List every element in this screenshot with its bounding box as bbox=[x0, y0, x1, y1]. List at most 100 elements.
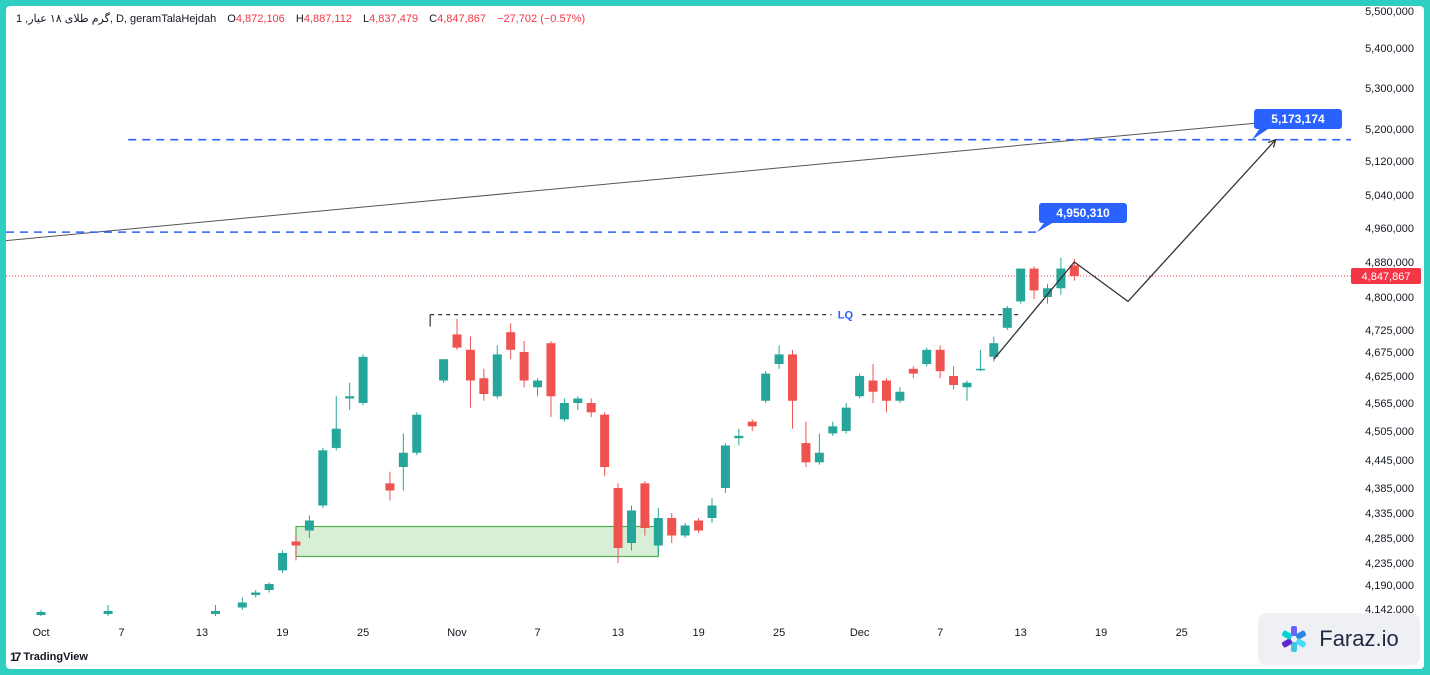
x-tick-label: 19 bbox=[1095, 627, 1107, 639]
candle-body-down[interactable] bbox=[546, 343, 556, 397]
candle-body-down[interactable] bbox=[949, 376, 959, 385]
candle-body-down[interactable] bbox=[935, 349, 945, 372]
y-tick-label: 4,725,000 bbox=[1365, 325, 1414, 337]
callout-lower-pointer bbox=[1037, 219, 1059, 233]
y-tick-label: 4,800,000 bbox=[1365, 292, 1414, 304]
candle-body-up[interactable] bbox=[251, 592, 261, 596]
candle-body-up[interactable] bbox=[734, 435, 744, 439]
candle-body-up[interactable] bbox=[36, 612, 46, 615]
y-tick-label: 4,335,000 bbox=[1365, 508, 1414, 520]
current-price-tag bbox=[1351, 268, 1421, 285]
x-tick-label: 7 bbox=[937, 627, 943, 639]
candle-body-up[interactable] bbox=[573, 398, 583, 404]
candle-body-up[interactable] bbox=[264, 584, 274, 590]
candle-body-down[interactable] bbox=[465, 349, 475, 381]
y-tick-label: 5,120,000 bbox=[1365, 156, 1414, 168]
candle-body-up[interactable] bbox=[774, 354, 784, 364]
candle-body-up[interactable] bbox=[210, 611, 220, 614]
x-tick-label: 7 bbox=[118, 627, 124, 639]
candle-body-up[interactable] bbox=[922, 349, 932, 364]
candle-body-down[interactable] bbox=[747, 421, 757, 427]
candle-body-up[interactable] bbox=[318, 450, 328, 506]
asterisk-logo-icon bbox=[1282, 626, 1307, 652]
candle-body-down[interactable] bbox=[291, 541, 301, 546]
lq-label-bg bbox=[831, 306, 860, 323]
x-tick-label: 25 bbox=[1176, 627, 1188, 639]
trendline[interactable] bbox=[6, 118, 1303, 275]
candle-body-down[interactable] bbox=[801, 443, 811, 463]
candle-body-up[interactable] bbox=[1002, 308, 1012, 328]
candle-body-up[interactable] bbox=[331, 428, 341, 448]
candle-body-up[interactable] bbox=[962, 382, 972, 388]
y-tick-label: 4,190,000 bbox=[1365, 580, 1414, 592]
price-chart[interactable]: 4,142,0004,190,0004,235,0004,285,0004,33… bbox=[6, 6, 1424, 669]
candle-body-down[interactable] bbox=[667, 518, 677, 536]
candle-body-down[interactable] bbox=[385, 483, 395, 491]
x-tick-label: 25 bbox=[773, 627, 785, 639]
candle-body-down[interactable] bbox=[600, 414, 610, 467]
candle-body-up[interactable] bbox=[680, 525, 690, 536]
candle-body-up[interactable] bbox=[533, 380, 543, 388]
candle-body-down[interactable] bbox=[479, 378, 489, 394]
y-tick-label: 5,040,000 bbox=[1365, 190, 1414, 202]
candle-body-down[interactable] bbox=[506, 332, 516, 350]
candle-body-up[interactable] bbox=[653, 518, 663, 546]
y-tick-label: 4,960,000 bbox=[1365, 223, 1414, 235]
demand-zone[interactable] bbox=[295, 525, 659, 558]
candle-body-up[interactable] bbox=[237, 602, 247, 608]
candle-body-up[interactable] bbox=[492, 354, 502, 397]
chart-frame: 4,142,000 4,190,000 4,235,000 4,285,000 4,33… bbox=[6, 6, 1424, 669]
candle-body-up[interactable] bbox=[895, 391, 905, 401]
candle-body-up[interactable] bbox=[1016, 268, 1026, 302]
callout-lower-box[interactable] bbox=[1039, 203, 1127, 223]
candle-body-up[interactable] bbox=[278, 553, 288, 571]
candle-body-up[interactable] bbox=[707, 505, 717, 519]
x-tick-label: Oct bbox=[32, 627, 49, 639]
candle-body-up[interactable] bbox=[989, 343, 999, 357]
candle-body-up[interactable] bbox=[1043, 288, 1052, 297]
candle-body-up[interactable] bbox=[841, 407, 851, 431]
projection-path[interactable] bbox=[993, 139, 1277, 360]
candle-body-up[interactable] bbox=[761, 373, 771, 401]
y-tick-label: 4,565,000 bbox=[1365, 398, 1414, 410]
candle-body-down[interactable] bbox=[452, 334, 462, 348]
current-price-tag-text: 4,847,867 bbox=[1362, 271, 1411, 283]
candle-body-down[interactable] bbox=[1029, 268, 1039, 291]
candle-body-up[interactable] bbox=[439, 359, 449, 381]
candle-body-up[interactable] bbox=[358, 356, 368, 403]
y-tick-label: 4,675,000 bbox=[1365, 347, 1414, 359]
y-tick-label: 4,505,000 bbox=[1365, 426, 1414, 438]
candle-body-up[interactable] bbox=[559, 403, 569, 420]
candle-body-down[interactable] bbox=[694, 520, 704, 531]
candle-body-down[interactable] bbox=[586, 403, 596, 413]
candle-body-down[interactable] bbox=[788, 354, 798, 401]
candle-body-up[interactable] bbox=[814, 452, 824, 463]
candle-body-down[interactable] bbox=[640, 483, 650, 528]
candle-body-down[interactable] bbox=[908, 368, 918, 374]
candle-body-up[interactable] bbox=[828, 426, 838, 434]
y-tick-label: 5,500,000 bbox=[1365, 6, 1414, 18]
tradingview-label: TradingView bbox=[23, 651, 88, 663]
x-tick-label: 7 bbox=[534, 627, 540, 639]
candle-body-up[interactable] bbox=[103, 611, 113, 614]
candle-body-down[interactable] bbox=[613, 488, 623, 548]
candle-body-down[interactable] bbox=[868, 380, 878, 392]
candle-body-up[interactable] bbox=[626, 510, 636, 544]
candle-body-down[interactable] bbox=[881, 380, 891, 401]
candle-body-up[interactable] bbox=[412, 414, 422, 453]
candle-body-down[interactable] bbox=[519, 352, 529, 381]
lq-label: LQ bbox=[838, 310, 854, 322]
tradingview-logo[interactable]: 17 TradingView bbox=[10, 650, 88, 664]
y-tick-label: 4,625,000 bbox=[1365, 371, 1414, 383]
candle-body-up[interactable] bbox=[855, 376, 865, 397]
candle-body-down[interactable] bbox=[1069, 265, 1079, 277]
candle-body-up[interactable] bbox=[304, 520, 314, 531]
callout-upper-box[interactable] bbox=[1254, 109, 1342, 129]
x-tick-label: 19 bbox=[692, 627, 704, 639]
x-tick-label: 19 bbox=[276, 627, 288, 639]
candle-body-up[interactable] bbox=[975, 368, 985, 371]
candle-body-up[interactable] bbox=[398, 452, 408, 467]
candle-body-up[interactable] bbox=[345, 396, 355, 399]
candle-body-up[interactable] bbox=[720, 445, 730, 489]
symbol-label[interactable]: 1 ,گرم طلای ۱۸ عیار, D, geramTalaHejdah bbox=[16, 13, 217, 25]
